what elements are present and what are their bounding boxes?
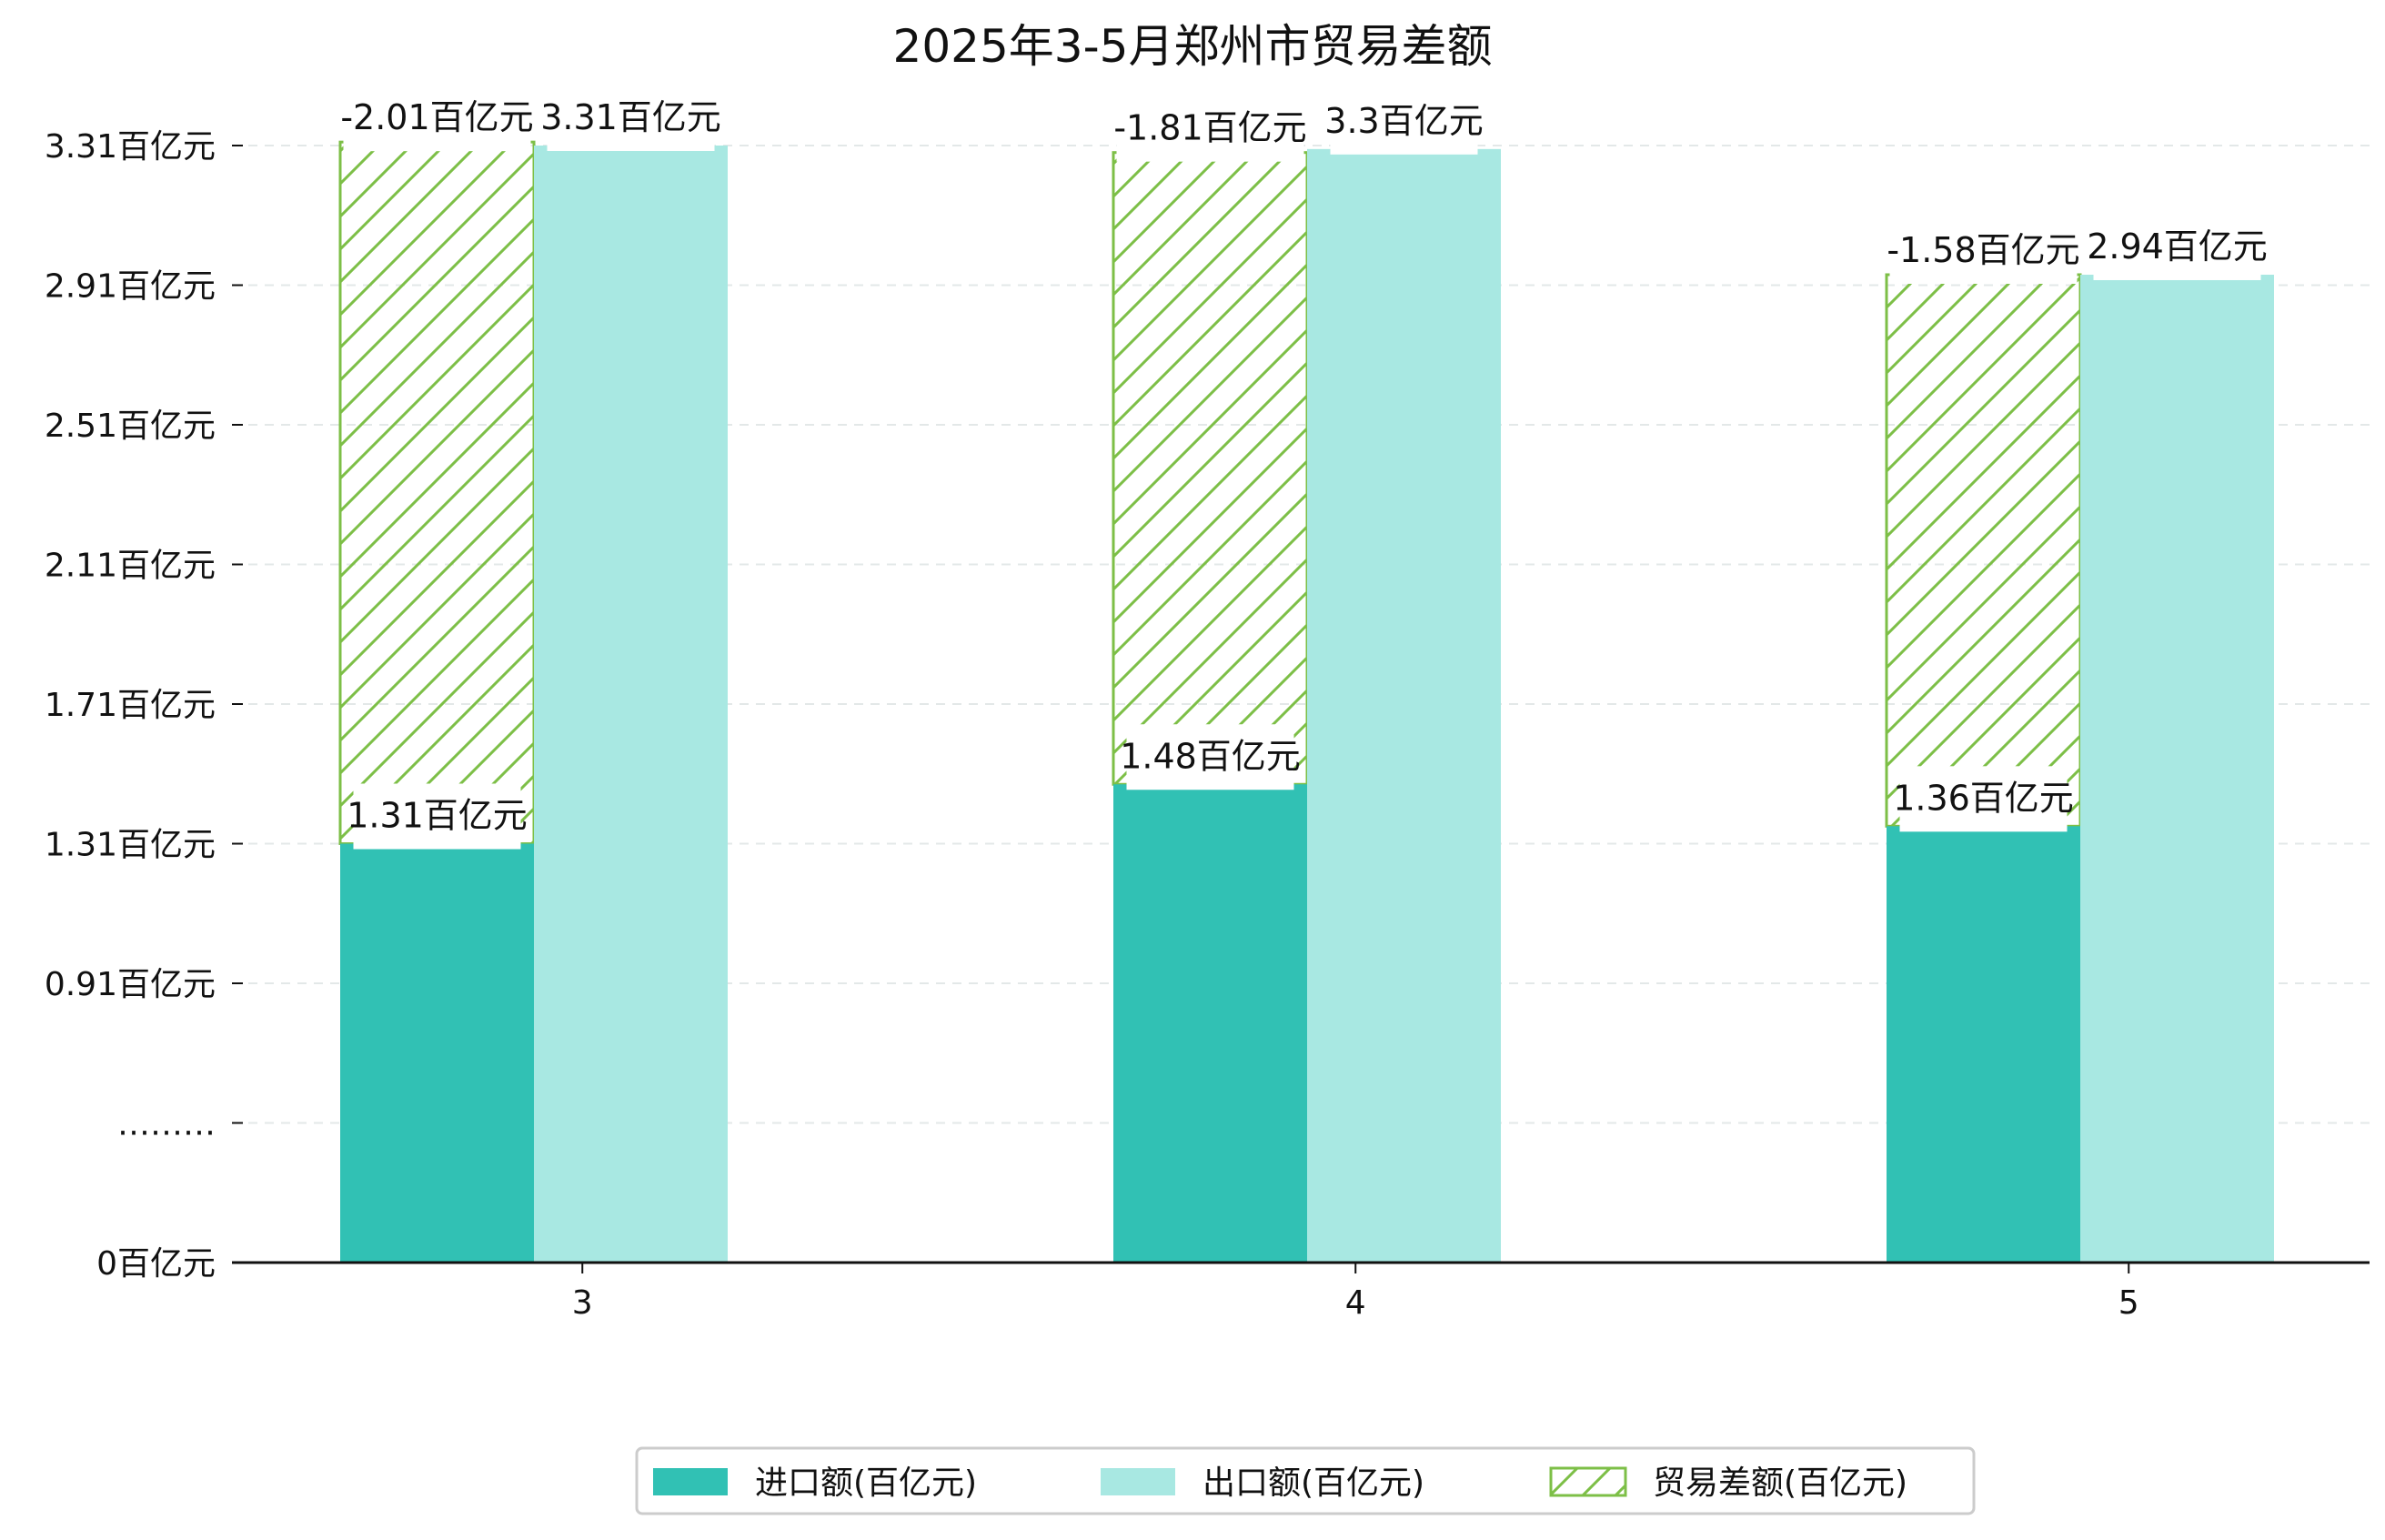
y-tick-label: 3.31百亿元: [45, 128, 216, 166]
data-label-import-3: 1.31百亿元: [347, 796, 528, 836]
legend-box: [635, 1446, 1976, 1515]
bar-export-5: [2080, 274, 2274, 1263]
bar-export-3: [534, 146, 728, 1263]
legend-swatch-2: [1549, 1466, 1627, 1497]
y-tick-label: 2.51百亿元: [45, 408, 216, 445]
y-tick-label: 1.71百亿元: [45, 687, 216, 724]
legend-swatch-0: [653, 1468, 728, 1495]
data-label-export-3-bg: [547, 86, 715, 151]
bar-export-4: [1307, 148, 1501, 1263]
y-tick-label: 2.11百亿元: [45, 548, 216, 585]
data-label-export-4-bg: [1330, 88, 1478, 155]
data-label-import-3-bg: [353, 783, 521, 850]
data-label-balance-5-bg: [1889, 217, 2078, 284]
data-label-import-4-bg: [1126, 724, 1294, 790]
y-tick-label: 2.91百亿元: [45, 268, 216, 306]
bar-balance-3: [338, 140, 536, 846]
data-label-import-5-bg: [1899, 766, 2068, 832]
bar-import-3: [340, 843, 534, 1263]
data-label-import-5: 1.36百亿元: [1893, 778, 2074, 818]
data-label-export-4: 3.3百亿元: [1324, 101, 1483, 141]
bar-import-5: [1887, 826, 2080, 1263]
y-tick-label: 0.91百亿元: [45, 966, 216, 1003]
y-tick-label: 1.31百亿元: [45, 827, 216, 864]
x-tick-label: 3: [572, 1284, 593, 1322]
data-label-balance-4-bg: [1116, 96, 1304, 162]
chart-title: 2025年3-5月郑州市贸易差额: [893, 20, 1493, 73]
legend-label-0: 进口额(百亿元): [755, 1465, 977, 1502]
bar-import-4: [1113, 784, 1307, 1263]
data-label-balance-3-bg: [343, 86, 531, 152]
bar-balance-4: [1112, 151, 1309, 786]
x-tick-label: 5: [2118, 1284, 2139, 1322]
data-label-export-5-bg: [2093, 214, 2261, 280]
data-label-balance-4: -1.81百亿元: [1113, 108, 1306, 148]
data-label-balance-3: -2.01百亿元: [340, 97, 533, 137]
data-label-export-3: 3.31百亿元: [540, 97, 721, 137]
x-tick-label: 4: [1345, 1284, 1366, 1322]
y-tick-label: ………: [117, 1106, 216, 1143]
legend-label-1: 出口额(百亿元): [1203, 1465, 1424, 1502]
data-label-export-5: 2.94百亿元: [2087, 226, 2268, 267]
bar-balance-5: [1885, 273, 2082, 828]
y-tick-label: 0百亿元: [96, 1245, 216, 1283]
data-label-import-4: 1.48百亿元: [1120, 736, 1301, 776]
legend-label-2: 贸易差额(百亿元): [1653, 1465, 1907, 1502]
legend-swatch-1: [1101, 1468, 1175, 1495]
data-label-balance-5: -1.58百亿元: [1887, 230, 2079, 270]
